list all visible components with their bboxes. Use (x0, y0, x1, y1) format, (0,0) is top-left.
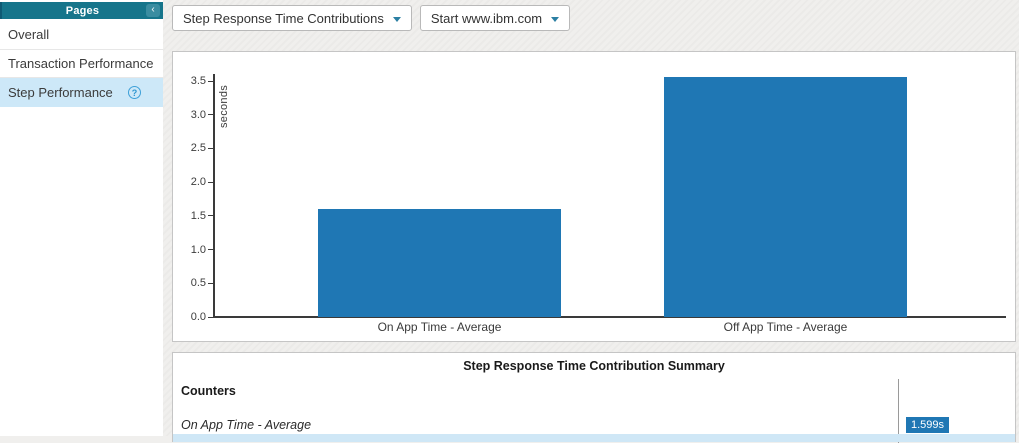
step-scope-dropdown-value: Start www.ibm.com (430, 10, 543, 26)
chevron-down-icon (551, 16, 560, 22)
report-type-dropdown[interactable]: Step Response Time Contributions (172, 5, 412, 31)
sidebar-item-step-performance[interactable]: Step Performance ? (0, 78, 163, 107)
bar-On App Time - Average[interactable] (318, 209, 561, 317)
summary-title: Step Response Time Contribution Summary (463, 359, 725, 373)
bar-chart: seconds 0.0 0.5 1.0 1.5 2.0 2.5 3.0 3.5 On App … (173, 52, 1015, 341)
sidebar-header: Pages ‹ (0, 2, 163, 19)
x-axis-category-label: Off App Time - Average (723, 320, 848, 334)
sidebar-item-transaction-performance[interactable]: Transaction Performance (0, 50, 163, 78)
step-scope-dropdown[interactable]: Start www.ibm.com (419, 5, 571, 31)
contribution-summary-panel: Step Response Time Contribution Summary … (172, 352, 1016, 443)
y-tick-mark (208, 181, 213, 183)
step-response-time-chart-panel: seconds 0.0 0.5 1.0 1.5 2.0 2.5 3.0 3.5 On App … (172, 51, 1016, 342)
x-axis-category-label: On App Time - Average (377, 320, 502, 334)
report-type-dropdown-value: Step Response Time Contributions (183, 10, 384, 26)
sidebar-collapse-button[interactable]: ‹ (146, 4, 160, 17)
sidebar-item-label: Transaction Performance (8, 56, 154, 71)
y-tick-mark (208, 249, 213, 251)
counter-value-badge[interactable]: 1.599s (906, 417, 950, 433)
x-axis-line (213, 316, 1006, 318)
summary-value-divider (898, 379, 899, 443)
y-tick-label: 2.5 (190, 142, 206, 155)
y-tick-mark (208, 316, 213, 318)
y-tick-mark (208, 215, 213, 217)
y-tick-mark (208, 282, 213, 284)
counters-header: Counters (181, 384, 236, 398)
sidebar-item-label: Step Performance (8, 85, 113, 100)
next-row-highlight (173, 434, 1015, 442)
y-tick-label: 0.0 (190, 311, 206, 323)
sidebar-title: Pages (65, 4, 100, 17)
y-tick-label: 3.0 (190, 108, 206, 121)
y-tick-label: 0.5 (190, 277, 206, 290)
y-tick-mark (208, 114, 213, 116)
y-tick-label: 1.0 (190, 243, 206, 256)
y-tick-mark (208, 147, 213, 149)
y-axis-line (213, 74, 215, 318)
y-tick-mark (208, 80, 213, 82)
counter-row-label: On App Time - Average (181, 418, 312, 432)
sidebar-item-label: Overall (8, 26, 50, 42)
sidebar-item-overall[interactable]: Overall (0, 19, 163, 50)
y-tick-label: 3.5 (190, 75, 206, 87)
pages-sidebar: Pages ‹ Overall Transaction Performance … (0, 0, 163, 436)
toolbar: Step Response Time Contributions Start w… (172, 5, 571, 31)
y-tick-label: 1.5 (190, 209, 206, 222)
chevron-down-icon (392, 16, 401, 22)
y-axis-label: seconds (218, 84, 230, 128)
y-tick-label: 2.0 (190, 176, 206, 189)
bar-Off App Time - Average[interactable] (664, 76, 907, 317)
help-icon[interactable]: ? (128, 86, 141, 99)
